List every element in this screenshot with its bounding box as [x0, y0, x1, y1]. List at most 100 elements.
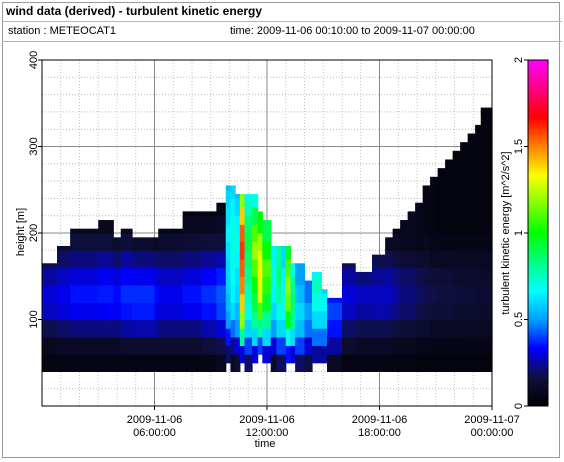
heatmap-cell — [355, 336, 373, 355]
heatmap-cell — [276, 336, 282, 355]
heatmap-cell — [312, 310, 322, 329]
heatmap-cell — [295, 354, 306, 372]
heatmap-cell — [327, 319, 343, 338]
station-label: station : METEOCAT1 — [8, 25, 116, 37]
heatmap-cell — [244, 336, 253, 355]
heatmap-cell — [225, 185, 232, 191]
heatmap-cell — [262, 276, 272, 295]
heatmap-cell — [392, 302, 401, 321]
heatmap-cell — [201, 215, 217, 234]
heatmap-cell — [422, 250, 431, 269]
heatmap-cell — [312, 293, 322, 312]
heatmap-cell — [475, 198, 482, 217]
heatmap-cell — [244, 284, 253, 303]
heatmap-cell — [120, 354, 133, 372]
heatmap-cell — [230, 267, 236, 286]
heatmap-cell — [407, 250, 416, 269]
y-tick-label: 300 — [28, 137, 40, 155]
heatmap-cells — [42, 107, 493, 372]
y-tick-label: 400 — [28, 51, 40, 69]
heatmap-cell — [230, 302, 236, 321]
heatmap-cell — [201, 284, 217, 303]
header-divider — [2, 21, 562, 22]
heatmap-cell — [182, 302, 202, 321]
heatmap-cell — [276, 250, 282, 269]
x-tick-label: 2009-11-06 — [352, 414, 407, 426]
heatmap-cell — [252, 258, 259, 277]
heatmap-cell — [407, 336, 416, 355]
heatmap-cell — [355, 354, 373, 372]
heatmap-cell — [98, 250, 114, 269]
heatmap-cell — [252, 293, 259, 312]
heatmap-cell — [276, 354, 282, 372]
colorbar-tick-label: 0.5 — [513, 312, 525, 327]
heatmap-cell — [132, 354, 156, 372]
heatmap-cell — [216, 354, 227, 372]
heatmap-cell — [158, 267, 184, 286]
heatmap-cell — [98, 284, 114, 303]
heatmap-cell — [475, 319, 482, 338]
heatmap-cell — [158, 354, 184, 372]
heatmap-cell — [182, 211, 202, 217]
heatmap-cell — [154, 354, 159, 372]
heatmap-cell — [400, 302, 409, 321]
heatmap-cell — [304, 284, 313, 303]
heatmap-cell — [467, 336, 476, 355]
heatmap-cell — [270, 267, 277, 286]
heatmap-cell — [239, 293, 246, 312]
heatmap-cell — [372, 319, 386, 338]
heatmap-cell — [445, 215, 454, 234]
heatmap-cell — [113, 354, 122, 372]
heatmap-cell — [475, 124, 482, 130]
heatmap-cell — [235, 354, 241, 372]
heatmap-cell — [475, 302, 482, 321]
heatmap-cell — [437, 198, 446, 217]
heatmap-cell — [239, 310, 246, 329]
heatmap-cell — [430, 302, 439, 321]
heatmap-cell — [422, 319, 431, 338]
heatmap-cell — [445, 198, 454, 217]
heatmap-cell — [235, 284, 241, 303]
heatmap-cell — [342, 336, 356, 355]
heatmap-cell — [158, 233, 184, 251]
heatmap-cell — [57, 319, 71, 338]
heatmap-cell — [342, 284, 356, 303]
heatmap-cell — [158, 302, 184, 321]
colorbar-tick-label: 1 — [513, 230, 525, 236]
heatmap-cell — [372, 254, 386, 269]
heatmap-cell — [216, 267, 227, 286]
heatmap-cell — [281, 250, 287, 269]
heatmap-cell — [342, 263, 356, 269]
heatmap-cell — [327, 354, 343, 372]
x-tick-label: 00:00:00 — [471, 427, 514, 439]
heatmap-cell — [467, 181, 476, 199]
heatmap-cell — [216, 284, 227, 303]
heatmap-cell — [257, 267, 263, 286]
heatmap-cell — [262, 241, 272, 260]
heatmap-cell — [70, 319, 99, 338]
heatmap-cell — [225, 310, 232, 329]
heatmap-cell — [452, 181, 461, 199]
heatmap-cell — [252, 328, 259, 347]
heatmap-cell — [475, 146, 482, 165]
heatmap-cell — [385, 336, 394, 355]
heatmap-cell — [430, 284, 439, 303]
heatmap-cell — [407, 354, 416, 372]
heatmap-cell — [480, 111, 493, 130]
heatmap-cell — [244, 354, 253, 372]
heatmap-cell — [244, 302, 253, 321]
heatmap-cell — [430, 250, 439, 269]
heatmap-cell — [460, 233, 469, 251]
heatmap-cell — [480, 163, 493, 182]
heatmap-cell — [480, 284, 493, 303]
heatmap-cell — [270, 302, 277, 321]
heatmap-cell — [252, 194, 259, 208]
heatmap-cell — [235, 336, 241, 355]
heatmap-cell — [290, 263, 296, 277]
heatmap-cell — [445, 233, 454, 251]
heatmap-cell — [327, 302, 343, 321]
heatmap-cell — [98, 233, 114, 251]
heatmap-cell — [120, 228, 133, 234]
heatmap-cell — [422, 215, 431, 234]
heatmap-cell — [154, 302, 159, 321]
